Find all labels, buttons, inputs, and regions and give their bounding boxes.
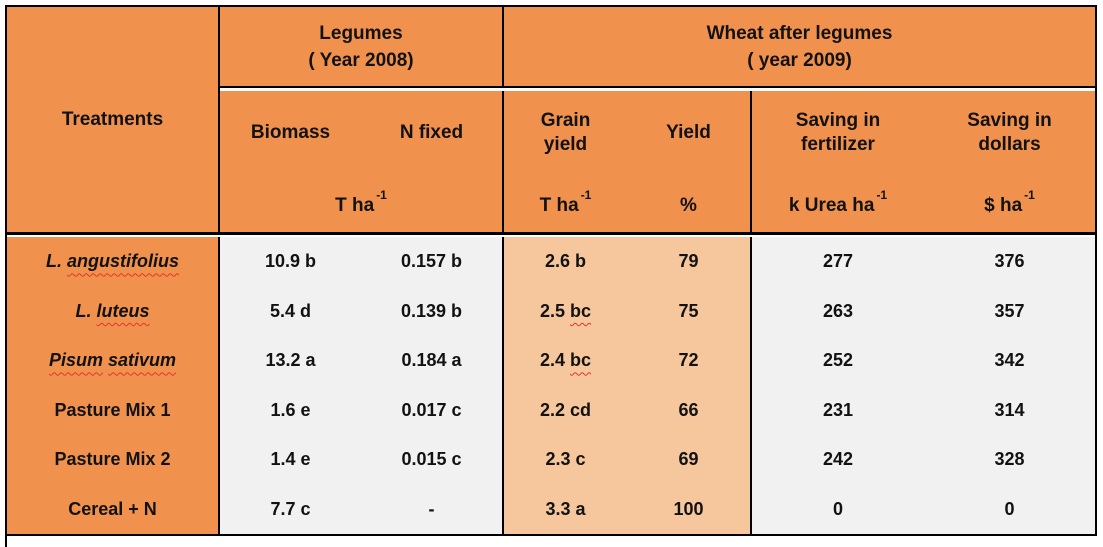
unit-k-urea-ha: k Urea ha -1 <box>752 174 924 232</box>
superscript: -1 <box>376 188 387 202</box>
unit-dollar-ha: $ ha -1 <box>924 174 1095 232</box>
treatment-cell: Cereal + N <box>7 484 220 534</box>
unit-legumes-t-ha: T ha -1 <box>220 174 504 232</box>
unit-grain-t-ha: T ha -1 <box>504 174 627 232</box>
cell-yield-pct: 69 <box>627 435 752 485</box>
cell-saving-dollars: 314 <box>924 385 1095 435</box>
cell-saving-dollars: 376 <box>924 237 1095 287</box>
cutoff-next-row-strip <box>5 536 1097 547</box>
group-header-row: Legumes ( Year 2008) Wheat after legumes… <box>220 7 1095 88</box>
treatment-cell: Pisum sativum <box>7 336 220 386</box>
cell-n-fixed: 0.017 c <box>361 385 504 435</box>
cell-yield-pct: 72 <box>627 336 752 386</box>
wheat-group-year: ( year 2009) <box>747 49 852 71</box>
column-header-n-fixed: N fixed <box>361 91 504 174</box>
superscript: -1 <box>876 188 888 202</box>
treatment-cell: Pasture Mix 1 <box>7 385 220 435</box>
treatments-results-table: Treatments Legumes ( Year 2008) Wheat af… <box>5 5 1097 536</box>
cell-saving-dollars: 342 <box>924 336 1095 386</box>
cell-n-fixed: - <box>361 484 504 534</box>
header-body-separator <box>7 232 1095 235</box>
header-divider-white-line <box>220 88 1095 91</box>
table-header: Treatments Legumes ( Year 2008) Wheat af… <box>7 7 1095 232</box>
unit-yield-percent: % <box>627 174 752 232</box>
legumes-group-header: Legumes ( Year 2008) <box>220 7 504 86</box>
column-header-saving-fertilizer: Saving in fertilizer <box>795 109 881 155</box>
cell-saving-fertilizer: 263 <box>752 286 924 336</box>
cell-biomass: 5.4 d <box>220 286 361 336</box>
cell-saving-fertilizer: 0 <box>752 484 924 534</box>
cell-yield-pct: 79 <box>627 237 752 287</box>
treatments-header-cell: Treatments <box>7 7 220 232</box>
superscript: -1 <box>580 188 592 202</box>
treatment-cell: L. luteus <box>7 286 220 336</box>
cell-saving-fertilizer: 277 <box>752 237 924 287</box>
treatment-cell: L. angustifolius <box>7 237 220 287</box>
cell-saving-fertilizer: 242 <box>752 435 924 485</box>
cell-biomass: 10.9 b <box>220 237 361 287</box>
column-header-grain-yield: Grain yield <box>540 109 591 155</box>
wheat-group-header: Wheat after legumes ( year 2009) <box>504 7 1095 86</box>
cell-grain-yield: 2.2 cd <box>504 385 627 435</box>
cell-yield-pct: 66 <box>627 385 752 435</box>
cell-biomass: 13.2 a <box>220 336 361 386</box>
header-right-zone: Legumes ( Year 2008) Wheat after legumes… <box>220 7 1095 232</box>
treatments-header-label: Treatments <box>61 108 164 130</box>
subheader-grid: Biomass N fixed Grain yield Yield Saving… <box>220 91 1095 232</box>
cell-n-fixed: 0.015 c <box>361 435 504 485</box>
cell-n-fixed: 0.157 b <box>361 237 504 287</box>
cell-grain-yield: 2.6 b <box>504 237 627 287</box>
cell-grain-yield: 2.5 bc <box>504 286 627 336</box>
treatment-cell: Pasture Mix 2 <box>7 435 220 485</box>
cell-n-fixed: 0.139 b <box>361 286 504 336</box>
superscript: -1 <box>1024 188 1035 202</box>
legumes-group-year: ( Year 2008) <box>308 49 414 71</box>
cell-saving-dollars: 0 <box>924 484 1095 534</box>
cell-saving-fertilizer: 252 <box>752 336 924 386</box>
cell-saving-dollars: 357 <box>924 286 1095 336</box>
legumes-group-title: Legumes <box>319 22 403 44</box>
header-body-separator-white-line <box>7 235 1095 237</box>
cell-saving-fertilizer: 231 <box>752 385 924 435</box>
cell-n-fixed: 0.184 a <box>361 336 504 386</box>
wheat-group-title: Wheat after legumes <box>706 22 893 44</box>
column-header-saving-dollars: Saving in dollars <box>967 109 1052 155</box>
cell-yield-pct: 100 <box>627 484 752 534</box>
cell-biomass: 1.4 e <box>220 435 361 485</box>
column-header-yield: Yield <box>627 91 752 174</box>
cell-biomass: 1.6 e <box>220 385 361 435</box>
cell-grain-yield: 3.3 a <box>504 484 627 534</box>
cell-yield-pct: 75 <box>627 286 752 336</box>
cell-grain-yield: 2.3 c <box>504 435 627 485</box>
column-header-biomass: Biomass <box>250 121 331 143</box>
cell-biomass: 7.7 c <box>220 484 361 534</box>
table-body: L. angustifolius 10.9 b 0.157 b 2.6 b 79 277 3… <box>7 237 1095 534</box>
cell-saving-dollars: 328 <box>924 435 1095 485</box>
cell-grain-yield: 2.4 bc <box>504 336 627 386</box>
